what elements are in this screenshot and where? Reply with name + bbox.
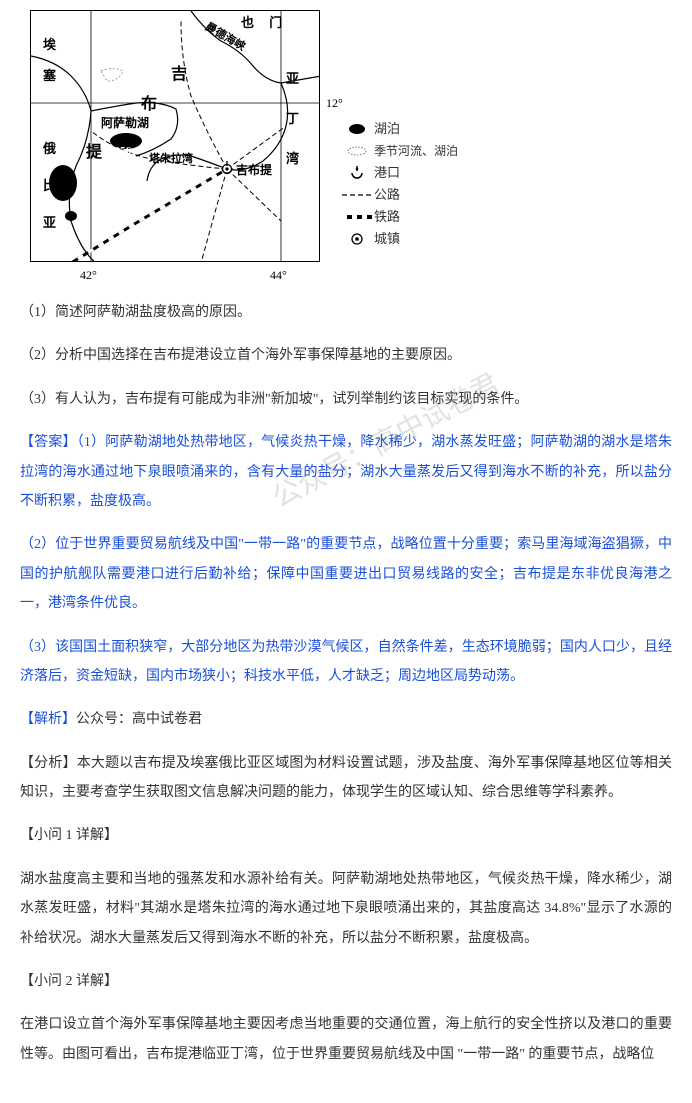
question-1: （1）简述阿萨勒湖盐度极高的原因。 — [20, 298, 672, 327]
answer-3: （3）该国国土面积狭窄，大部分地区为热带沙漠气候区，自然条件差，生态环境脆弱；国… — [20, 633, 672, 692]
answer-2: （2）位于世界重要贸易航线及中国"一带一路"的重要节点，战略位置十分重要；索马里… — [20, 530, 672, 618]
question-3: （3）有人认为，吉布提有可能成为非洲"新加坡"，试列举制约该目标实现的条件。 — [20, 385, 672, 414]
legend-port: 港口 — [340, 164, 460, 182]
label-aden-a: 亚 — [286, 69, 299, 89]
analysis-block: 【分析】本大题以吉布提及埃塞俄比亚区域图为材料设置试题，涉及盐度、海外军事保障基… — [20, 749, 672, 808]
answer-1-block: 【答案】（1）阿萨勒湖地处热带地区，气候炎热干燥，降水稀少，湖水蒸发旺盛；阿萨勒… — [20, 428, 672, 516]
legend-town: 城镇 — [340, 230, 460, 248]
analysis-tag: 【分析】 — [20, 756, 77, 771]
legend-road-text: 公路 — [374, 185, 400, 205]
label-eth-c: 俄 — [43, 139, 56, 159]
map-frame: 也 门 埃 塞 俄 比 亚 吉 布 提 亚 丁 湾 曼德海峡 阿萨勒湖 -156… — [30, 10, 320, 262]
legend-seasonal: 季节河流、湖泊 — [340, 142, 460, 160]
parse-tag: 【解析】 — [20, 712, 76, 727]
legend-port-text: 港口 — [374, 163, 400, 183]
detail-2: 在港口设立首个海外军事保障基地主要因考虑当地重要的交通位置，海上航行的安全性挤以… — [20, 1010, 672, 1069]
label-dji-a: 吉 — [171, 63, 187, 87]
legend-rail: 铁路 — [340, 208, 460, 226]
analysis-text: 本大题以吉布提及埃塞俄比亚区域图为材料设置试题，涉及盐度、海外军事保障基地区位等… — [20, 756, 672, 800]
parse-heading: 【解析】公众号：高中试卷君 — [20, 705, 672, 734]
map-legend: 湖泊 季节河流、湖泊 港口 公路 铁路 城镇 — [340, 120, 460, 252]
legend-seasonal-text: 季节河流、湖泊 — [374, 142, 458, 160]
label-eth-e: 亚 — [43, 213, 56, 233]
answer-tag: 【答案】 — [20, 435, 77, 450]
question-2: （2）分析中国选择在吉布提港设立首个海外军事保障基地的主要原因。 — [20, 341, 672, 370]
label-bay: 塔朱拉湾 — [149, 151, 193, 168]
legend-lake: 湖泊 — [340, 120, 460, 138]
answer-1: （1）阿萨勒湖地处热带地区，气候炎热干燥，降水稀少，湖水蒸发旺盛；阿萨勒湖的湖水… — [20, 435, 672, 509]
label-aden-c: 湾 — [286, 149, 299, 169]
detail-1: 湖水盐度高主要和当地的强蒸发和水源补给有关。阿萨勒湖地处热带地区，气候炎热干燥，… — [20, 865, 672, 953]
label-aden-b: 丁 — [286, 109, 299, 129]
map-svg — [31, 11, 320, 262]
label-yemen: 也 门 — [241, 13, 288, 33]
legend-lake-text: 湖泊 — [374, 119, 400, 139]
label-dji-c: 提 — [86, 141, 102, 165]
parse-source: 公众号：高中试卷君 — [76, 712, 202, 727]
label-eth-d: 比 — [43, 176, 56, 196]
label-depth: -156 — [111, 143, 131, 160]
detail-1-tag: 【小问 1 详解】 — [20, 821, 672, 850]
axis-lat12: 12° — [326, 94, 343, 112]
label-eth-b: 塞 — [43, 66, 56, 86]
map-figure: 也 门 埃 塞 俄 比 亚 吉 布 提 亚 丁 湾 曼德海峡 阿萨勒湖 -156… — [20, 10, 460, 280]
legend-road: 公路 — [340, 186, 460, 204]
detail-2-tag: 【小问 2 详解】 — [20, 967, 672, 996]
axis-lon42: 42° — [80, 266, 97, 284]
legend-rail-text: 铁路 — [374, 207, 400, 227]
legend-town-text: 城镇 — [374, 229, 400, 249]
axis-lon44: 44° — [270, 266, 287, 284]
label-port: 吉布提 — [236, 161, 272, 179]
label-eth-a: 埃 — [43, 35, 56, 55]
label-lake: 阿萨勒湖 — [101, 114, 149, 132]
